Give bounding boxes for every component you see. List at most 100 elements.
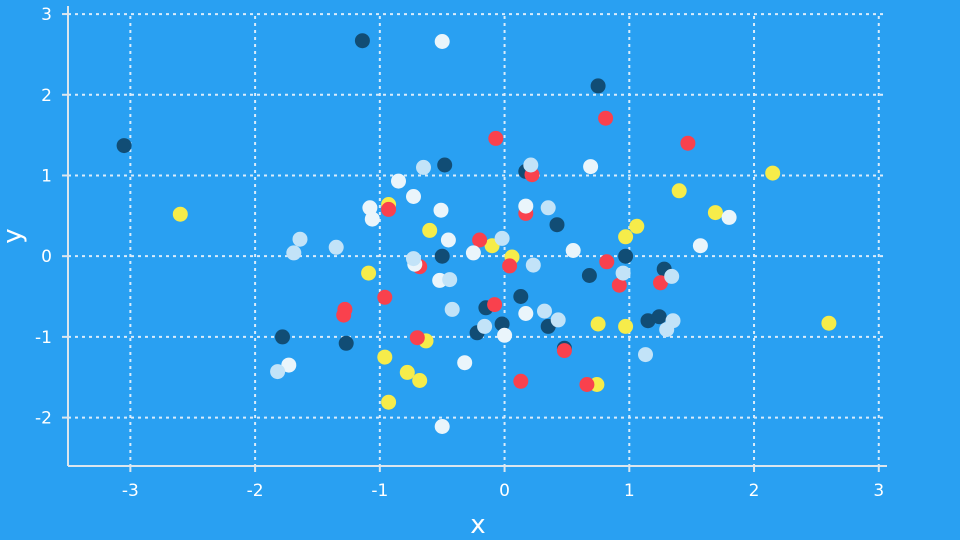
scatter-point-series-1 [618,248,634,264]
scatter-point-series-3 [336,307,352,323]
scatter-point-series-4 [721,209,737,225]
scatter-point-series-3 [487,297,503,313]
axes [62,6,887,472]
scatter-point-series-4 [391,173,406,189]
scatter-point-series-1 [513,289,529,304]
scatter-point-series-1 [338,335,354,351]
scatter-point-series-1 [354,33,370,49]
scatter-point-series-1 [275,329,290,345]
scatter-point-series-1 [494,316,510,332]
x-tick-label: -3 [122,481,139,501]
scatter-point-series-1 [437,157,453,173]
scatter-point-series-4 [465,245,481,261]
scatter-point-series-5 [444,301,460,317]
scatter-point-series-3 [680,135,696,151]
scatter-point-series-2 [399,364,415,380]
y-tick-label: 3 [41,5,52,25]
scatter-point-series-5 [270,364,286,380]
scatter-point-series-4 [457,355,473,371]
scatter-point-series-3 [611,277,627,293]
scatter-point-series-4 [406,189,421,204]
scatter-point-series-5 [550,312,566,328]
scatter-point-series-4 [440,232,456,248]
scatter-point-series-5 [477,318,493,334]
scatter-point-series-1 [116,138,132,154]
scatter-point-series-4 [497,327,513,343]
y-tick-label: -1 [35,328,52,348]
scatter-point-series-3 [599,254,615,270]
scatter-point-series-5 [494,230,510,246]
scatter-point-series-2 [412,373,428,388]
x-tick-label: 0 [499,481,510,501]
scatter-point-series-4 [583,159,599,175]
x-axis-title: x [470,510,485,540]
y-axis-title: y [0,228,28,243]
scatter-point-series-2 [765,165,781,181]
scatter-point-series-4 [565,243,581,258]
scatter-point-series-4 [362,200,378,216]
scatter-point-series-2 [671,183,687,199]
x-tick-label: 1 [624,481,635,501]
data-points [116,33,837,434]
scatter-point-series-4 [433,202,449,218]
scatter-point-series-3 [653,275,668,291]
scatter-point-series-1 [651,309,667,325]
scatter-point-series-5 [442,272,458,288]
scatter-point-series-2 [172,206,188,222]
scatter-point-series-2 [381,394,397,410]
y-tick-label: 2 [41,86,52,106]
scatter-point-series-5 [406,251,421,267]
scatter-point-series-2 [618,318,634,334]
scatter-point-series-2 [618,229,634,245]
scatter-point-series-2 [590,316,606,332]
scatter-point-series-3 [579,377,595,392]
scatter-point-series-2 [422,222,438,238]
scatter-point-series-3 [502,258,518,274]
scatter-point-series-2 [629,218,645,234]
x-tick-label: 3 [873,481,884,501]
scatter-point-series-4 [434,419,450,434]
scatter-point-series-3 [377,289,393,305]
scatter-point-series-2 [377,349,393,365]
scatter-point-series-2 [707,205,723,221]
scatter-point-series-3 [488,130,504,146]
scatter-point-series-5 [292,231,308,247]
scatter-point-series-4 [281,357,297,373]
scatter-point-series-3 [556,343,572,359]
scatter-point-series-1 [581,268,597,283]
scatter-point-series-1 [434,248,450,264]
scatter-point-series-5 [659,322,675,338]
scatter-point-series-4 [434,34,450,49]
scatter-point-series-5 [328,239,344,255]
scatter-point-series-1 [549,217,565,233]
scatter-point-series-2 [821,315,837,331]
scatter-point-series-5 [615,265,631,281]
y-tick-label: 0 [41,247,52,267]
x-tick-label: -2 [247,481,264,501]
scatter-point-series-5 [537,303,552,319]
scatter-point-series-5 [523,157,539,173]
x-tick-label: -1 [371,481,388,501]
y-tick-label: -2 [35,409,52,429]
scatter-point-series-3 [513,373,529,389]
scatter-point-series-1 [590,78,606,94]
scatter-point-series-4 [518,306,534,321]
scatter-point-series-4 [518,198,534,214]
scatter-point-series-5 [525,257,541,273]
tick-labels: -3 -2 -1 0 1 2 3 -2 -1 0 1 2 3 [35,5,884,501]
scatter-point-series-3 [598,110,614,126]
scatter-point-series-5 [638,347,653,363]
scatter-point-series-2 [361,265,377,281]
scatter-point-series-5 [540,200,556,216]
scatter-point-series-3 [472,232,488,248]
y-tick-label: 1 [41,166,52,186]
scatter-point-series-5 [664,268,680,284]
x-tick-label: 2 [749,481,760,501]
scatter-point-series-4 [692,238,708,254]
scatter-point-series-3 [409,330,425,346]
scatter-point-series-4 [364,211,380,227]
scatter-point-series-5 [286,245,302,261]
scatter-point-series-5 [416,159,431,175]
